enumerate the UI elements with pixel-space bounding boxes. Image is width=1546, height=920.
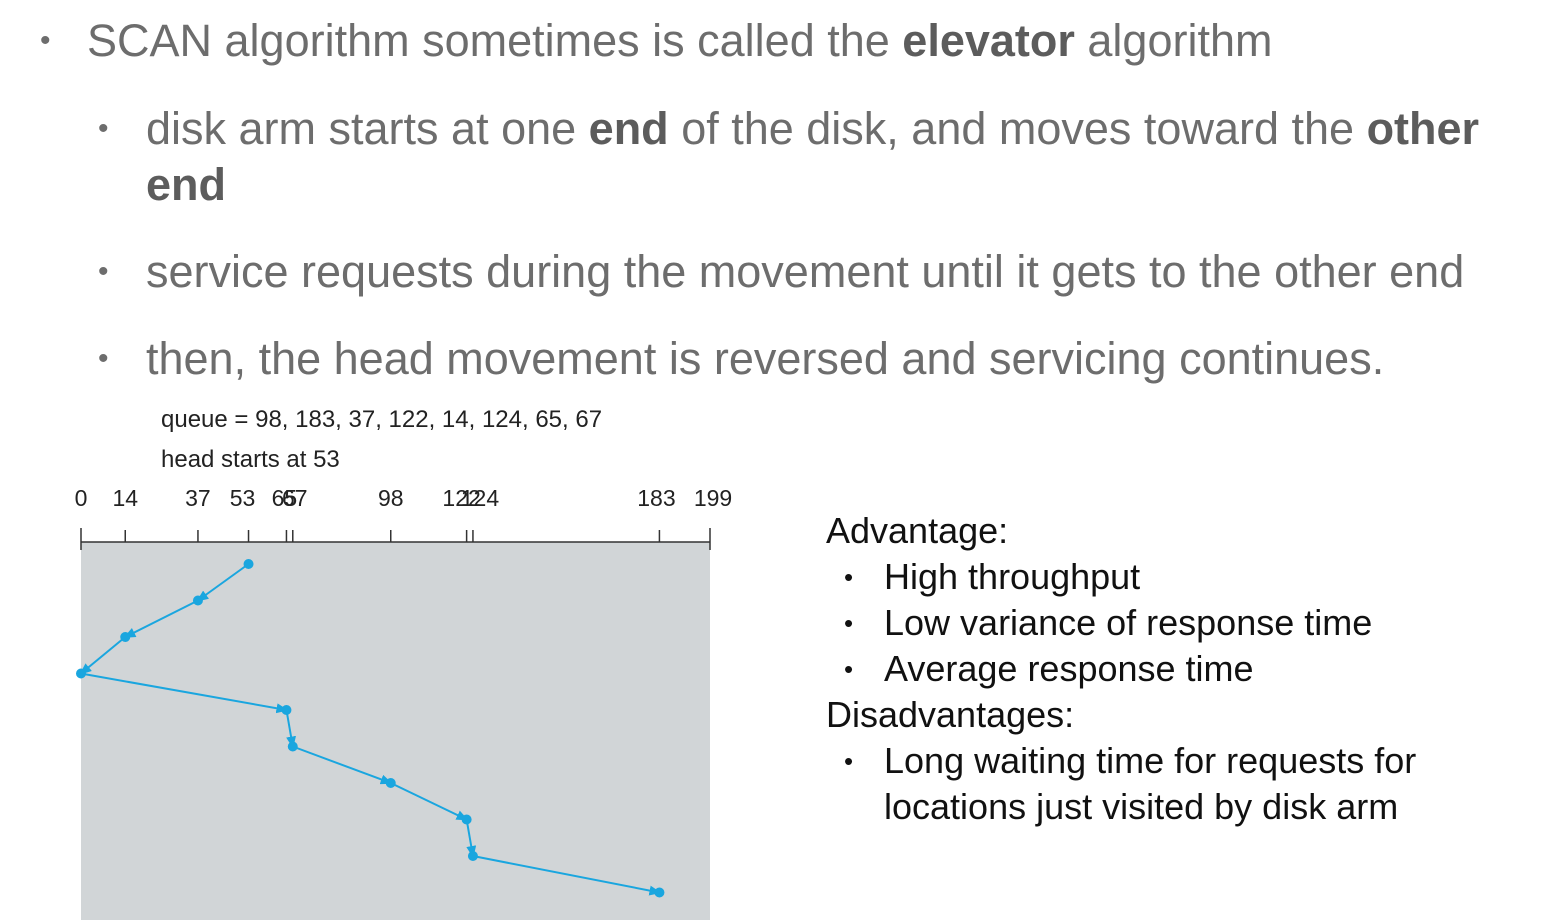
- request-point: [287, 741, 298, 752]
- head-move-segment: [285, 709, 296, 749]
- bold-segment: end: [146, 159, 227, 210]
- tick-label: 124: [461, 485, 500, 511]
- bold-segment: end: [588, 103, 669, 154]
- text-segment: of the disk, and moves toward the: [668, 103, 1367, 154]
- tick-label: 98: [378, 485, 404, 511]
- request-point: [461, 814, 472, 825]
- bullet-dot: •: [844, 562, 854, 592]
- request-point: [192, 595, 203, 606]
- head-move-segment: [80, 672, 289, 714]
- bullet-sub-2: service requests during the movement unt…: [146, 246, 1465, 297]
- bullet-sub-3: then, the head movement is reversed and …: [146, 333, 1385, 384]
- tick-label: 14: [112, 485, 138, 511]
- request-point: [243, 559, 254, 569]
- tick-label: 199: [694, 485, 732, 511]
- bullet-sub-1: disk arm starts at one end of the disk, …: [146, 101, 1479, 157]
- bold-segment: elevator: [902, 15, 1075, 66]
- disadvantage-item: Long waiting time for requests for: [884, 740, 1417, 781]
- advantage-item: High throughput: [884, 556, 1141, 597]
- request-point: [120, 632, 131, 642]
- bullet-dot: •: [844, 746, 854, 776]
- head-start-label: head starts at 53: [161, 446, 340, 473]
- tick-label: 183: [637, 485, 675, 511]
- text-segment: disk arm starts at one: [146, 103, 589, 154]
- tick-label: 0: [75, 485, 88, 511]
- text-segment: SCAN algorithm sometimes is called the: [87, 15, 903, 66]
- bullet-dot: •: [98, 255, 109, 288]
- scan-diagram: queue = 98, 183, 37, 122, 14, 124, 65, 6…: [0, 400, 740, 920]
- head-move-segment: [292, 745, 393, 785]
- disadvantage-title: Disadvantages:: [826, 694, 1075, 735]
- request-point: [385, 778, 396, 788]
- request-point: [76, 668, 86, 679]
- bullet-sub-1-cont: end: [146, 157, 226, 213]
- text-segment: algorithm: [1074, 15, 1273, 66]
- advantage-item: Low variance of response time: [884, 602, 1373, 643]
- tick-label: 65: [272, 485, 298, 511]
- bullet-main: SCAN algorithm sometimes is called the e…: [87, 13, 1272, 69]
- track-panel: [81, 542, 710, 920]
- request-point: [654, 887, 665, 898]
- bold-segment: other: [1366, 103, 1480, 154]
- head-move-segment: [472, 855, 662, 896]
- tick-label: 53: [230, 485, 256, 511]
- tick-label: 67: [282, 485, 308, 511]
- bullet-dot: •: [844, 608, 854, 638]
- bullet-dot: •: [98, 112, 109, 145]
- head-move-segment: [123, 599, 199, 638]
- queue-label: queue = 98, 183, 37, 122, 14, 124, 65, 6…: [161, 406, 603, 433]
- request-point: [467, 851, 478, 861]
- bullet-dot: •: [844, 654, 854, 684]
- request-point: [281, 705, 292, 715]
- tick-label: 37: [185, 485, 211, 511]
- bullet-dot: •: [40, 24, 51, 57]
- tick-label: 122: [442, 485, 480, 511]
- disadvantage-item-cont: locations just visited by disk arm: [884, 786, 1399, 827]
- advantage-title: Advantage:: [826, 510, 1009, 551]
- advantage-item: Average response time: [884, 648, 1254, 689]
- head-move-segment: [465, 819, 477, 858]
- head-move-segment: [390, 782, 469, 821]
- bullet-dot: •: [98, 342, 109, 375]
- head-move-segment: [196, 563, 250, 602]
- head-move-segment: [79, 636, 126, 675]
